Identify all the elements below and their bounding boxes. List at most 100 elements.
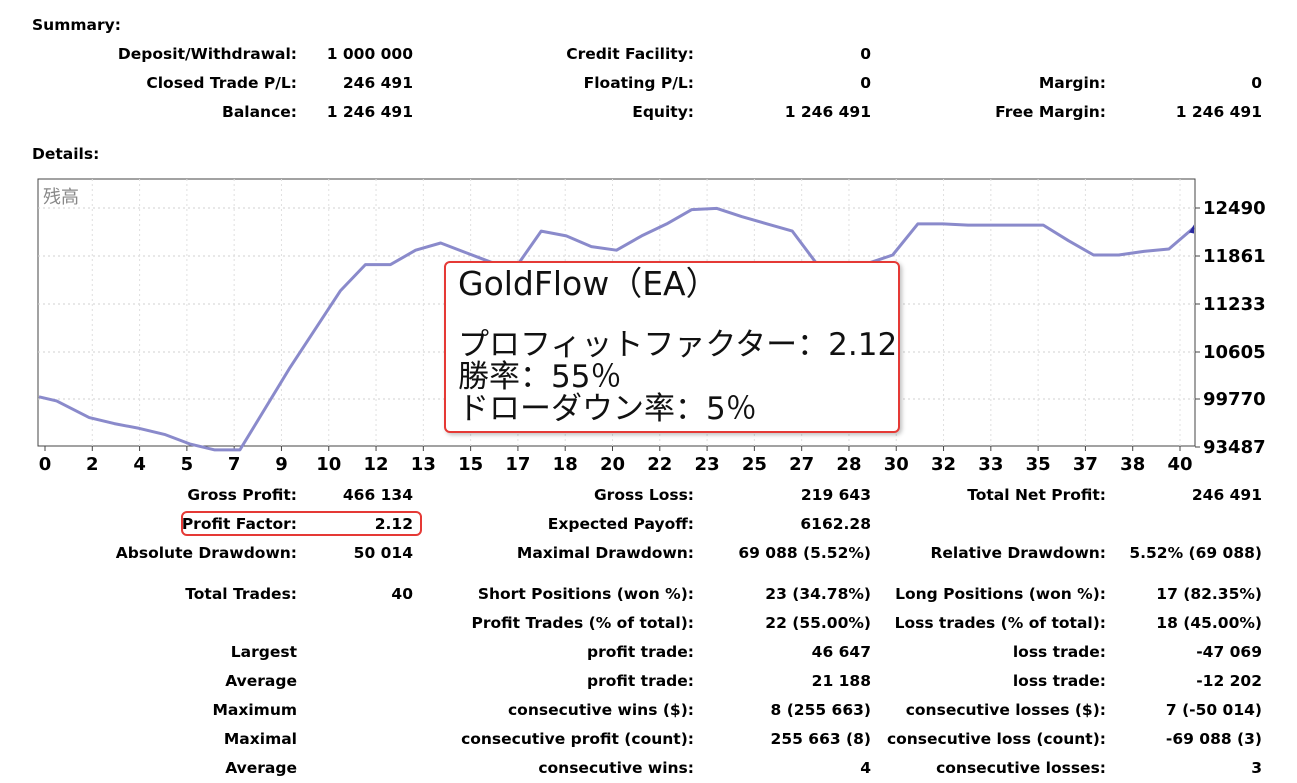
stat-value: -12 202 <box>1196 672 1262 690</box>
stat-label: profit trade: <box>586 672 694 690</box>
stat-value: 21 188 <box>811 672 871 690</box>
stat-label: Maximum <box>212 701 297 719</box>
x-tick-label: 12 <box>364 454 389 475</box>
stat-value: 6162.28 <box>800 515 871 533</box>
x-tick-label: 37 <box>1073 454 1098 475</box>
stat-label: Maximal Drawdown: <box>516 544 694 562</box>
x-tick-label: 18 <box>553 454 578 475</box>
stat-label: consecutive profit (count): <box>461 730 694 748</box>
stat-label: Short Positions (won %): <box>477 585 694 603</box>
stat-label: Total Trades: <box>185 585 297 603</box>
y-tick-label: 11233 <box>1203 294 1266 315</box>
series-end-marker <box>1189 224 1194 234</box>
stat-value: -69 088 (3) <box>1165 730 1262 748</box>
x-tick-label: 22 <box>647 454 672 475</box>
x-tick-label: 4 <box>133 454 146 475</box>
summary-label: Closed Trade P/L: <box>146 74 297 92</box>
stat-value: 46 647 <box>811 643 871 661</box>
stat-label: Gross Profit: <box>187 486 297 504</box>
stat-value: 8 (255 663) <box>770 701 871 719</box>
stat-value: 3 <box>1251 759 1262 777</box>
stat-value: 7 (-50 014) <box>1165 701 1262 719</box>
summary-label: Floating P/L: <box>583 74 694 92</box>
x-tick-label: 7 <box>228 454 241 475</box>
x-tick-label: 25 <box>742 454 767 475</box>
y-tick-label: 12490 <box>1203 198 1266 219</box>
stat-value: 40 <box>391 585 413 603</box>
chart-title: 残高 <box>43 187 79 208</box>
x-tick-label: 28 <box>836 454 861 475</box>
stat-value: 4 <box>860 759 871 777</box>
stat-value: -47 069 <box>1196 643 1262 661</box>
y-tick-label: 93487 <box>1203 437 1266 458</box>
stat-label: loss trade: <box>1012 643 1106 661</box>
summary-label: Balance: <box>222 103 297 121</box>
x-tick-label: 33 <box>978 454 1003 475</box>
summary-label: Equity: <box>632 103 694 121</box>
summary-value: 1 246 491 <box>1175 103 1262 121</box>
summary-value: 1 000 000 <box>326 45 413 63</box>
callout-drawdown: ドローダウン率：5％ <box>458 391 757 427</box>
summary-label: Free Margin: <box>995 103 1106 121</box>
x-tick-label: 20 <box>600 454 625 475</box>
stat-value: 246 491 <box>1191 486 1262 504</box>
x-tick-label: 32 <box>931 454 956 475</box>
stat-label: consecutive wins: <box>538 759 694 777</box>
summary-value: 1 246 491 <box>784 103 871 121</box>
x-tick-label: 5 <box>181 454 194 475</box>
summary-value: 0 <box>860 74 871 92</box>
summary-value: 0 <box>860 45 871 63</box>
x-tick-label: 10 <box>316 454 341 475</box>
stat-value: 255 663 (8) <box>770 730 871 748</box>
callout-win-rate: 勝率：55％ <box>458 359 622 395</box>
x-tick-label: 9 <box>275 454 288 475</box>
stat-label: Expected Payoff: <box>547 515 694 533</box>
stat-label: Long Positions (won %): <box>895 585 1106 603</box>
x-tick-label: 23 <box>695 454 720 475</box>
x-tick-label: 35 <box>1026 454 1051 475</box>
x-tick-label: 13 <box>411 454 436 475</box>
summary-heading: Summary: <box>32 16 121 34</box>
stat-value: 5.52% (69 088) <box>1129 544 1262 562</box>
stat-value: 2.12 <box>374 515 413 533</box>
summary-label: Credit Facility: <box>566 45 694 63</box>
y-tick-label: 10605 <box>1203 342 1266 363</box>
stat-label: Average <box>225 672 297 690</box>
stat-label: Loss trades (% of total): <box>894 614 1106 632</box>
x-tick-label: 27 <box>789 454 814 475</box>
summary-value: 246 491 <box>342 74 413 92</box>
stat-value: 22 (55.00%) <box>765 614 871 632</box>
summary-label: Deposit/Withdrawal: <box>117 45 297 63</box>
stat-label: consecutive loss (count): <box>886 730 1106 748</box>
callout-profit-factor: プロフィットファクター：2.12 <box>458 327 898 363</box>
stat-value: 466 134 <box>342 486 413 504</box>
stat-label: Total Net Profit: <box>967 486 1106 504</box>
stat-label: Profit Trades (% of total): <box>471 614 694 632</box>
stat-label: consecutive wins ($): <box>507 701 694 719</box>
stat-value: 219 643 <box>800 486 871 504</box>
summary-label: Margin: <box>1038 74 1106 92</box>
stat-value: 17 (82.35%) <box>1156 585 1262 603</box>
stat-label: Average <box>225 759 297 777</box>
x-tick-label: 38 <box>1120 454 1145 475</box>
x-tick-label: 40 <box>1167 454 1192 475</box>
summary-value: 0 <box>1251 74 1262 92</box>
stat-label: Profit Factor: <box>181 515 297 533</box>
x-tick-label: 15 <box>458 454 483 475</box>
ea-callout: GoldFlow（EA） プロフィットファクター：2.12 勝率：55％ ドロー… <box>444 261 900 433</box>
x-tick-label: 0 <box>39 454 52 475</box>
x-tick-label: 17 <box>505 454 530 475</box>
stat-value: 23 (34.78%) <box>765 585 871 603</box>
stat-label: Gross Loss: <box>593 486 694 504</box>
stat-label: loss trade: <box>1012 672 1106 690</box>
stat-label: Largest <box>230 643 297 661</box>
stat-label: Maximal <box>223 730 297 748</box>
stat-value: 50 014 <box>353 544 413 562</box>
balance-series-line <box>38 206 1195 452</box>
stat-label: Relative Drawdown: <box>930 544 1106 562</box>
stat-label: consecutive losses ($): <box>905 701 1106 719</box>
stat-label: consecutive losses: <box>936 759 1106 777</box>
x-tick-label: 2 <box>86 454 99 475</box>
callout-title: GoldFlow（EA） <box>458 264 719 303</box>
summary-value: 1 246 491 <box>326 103 413 121</box>
